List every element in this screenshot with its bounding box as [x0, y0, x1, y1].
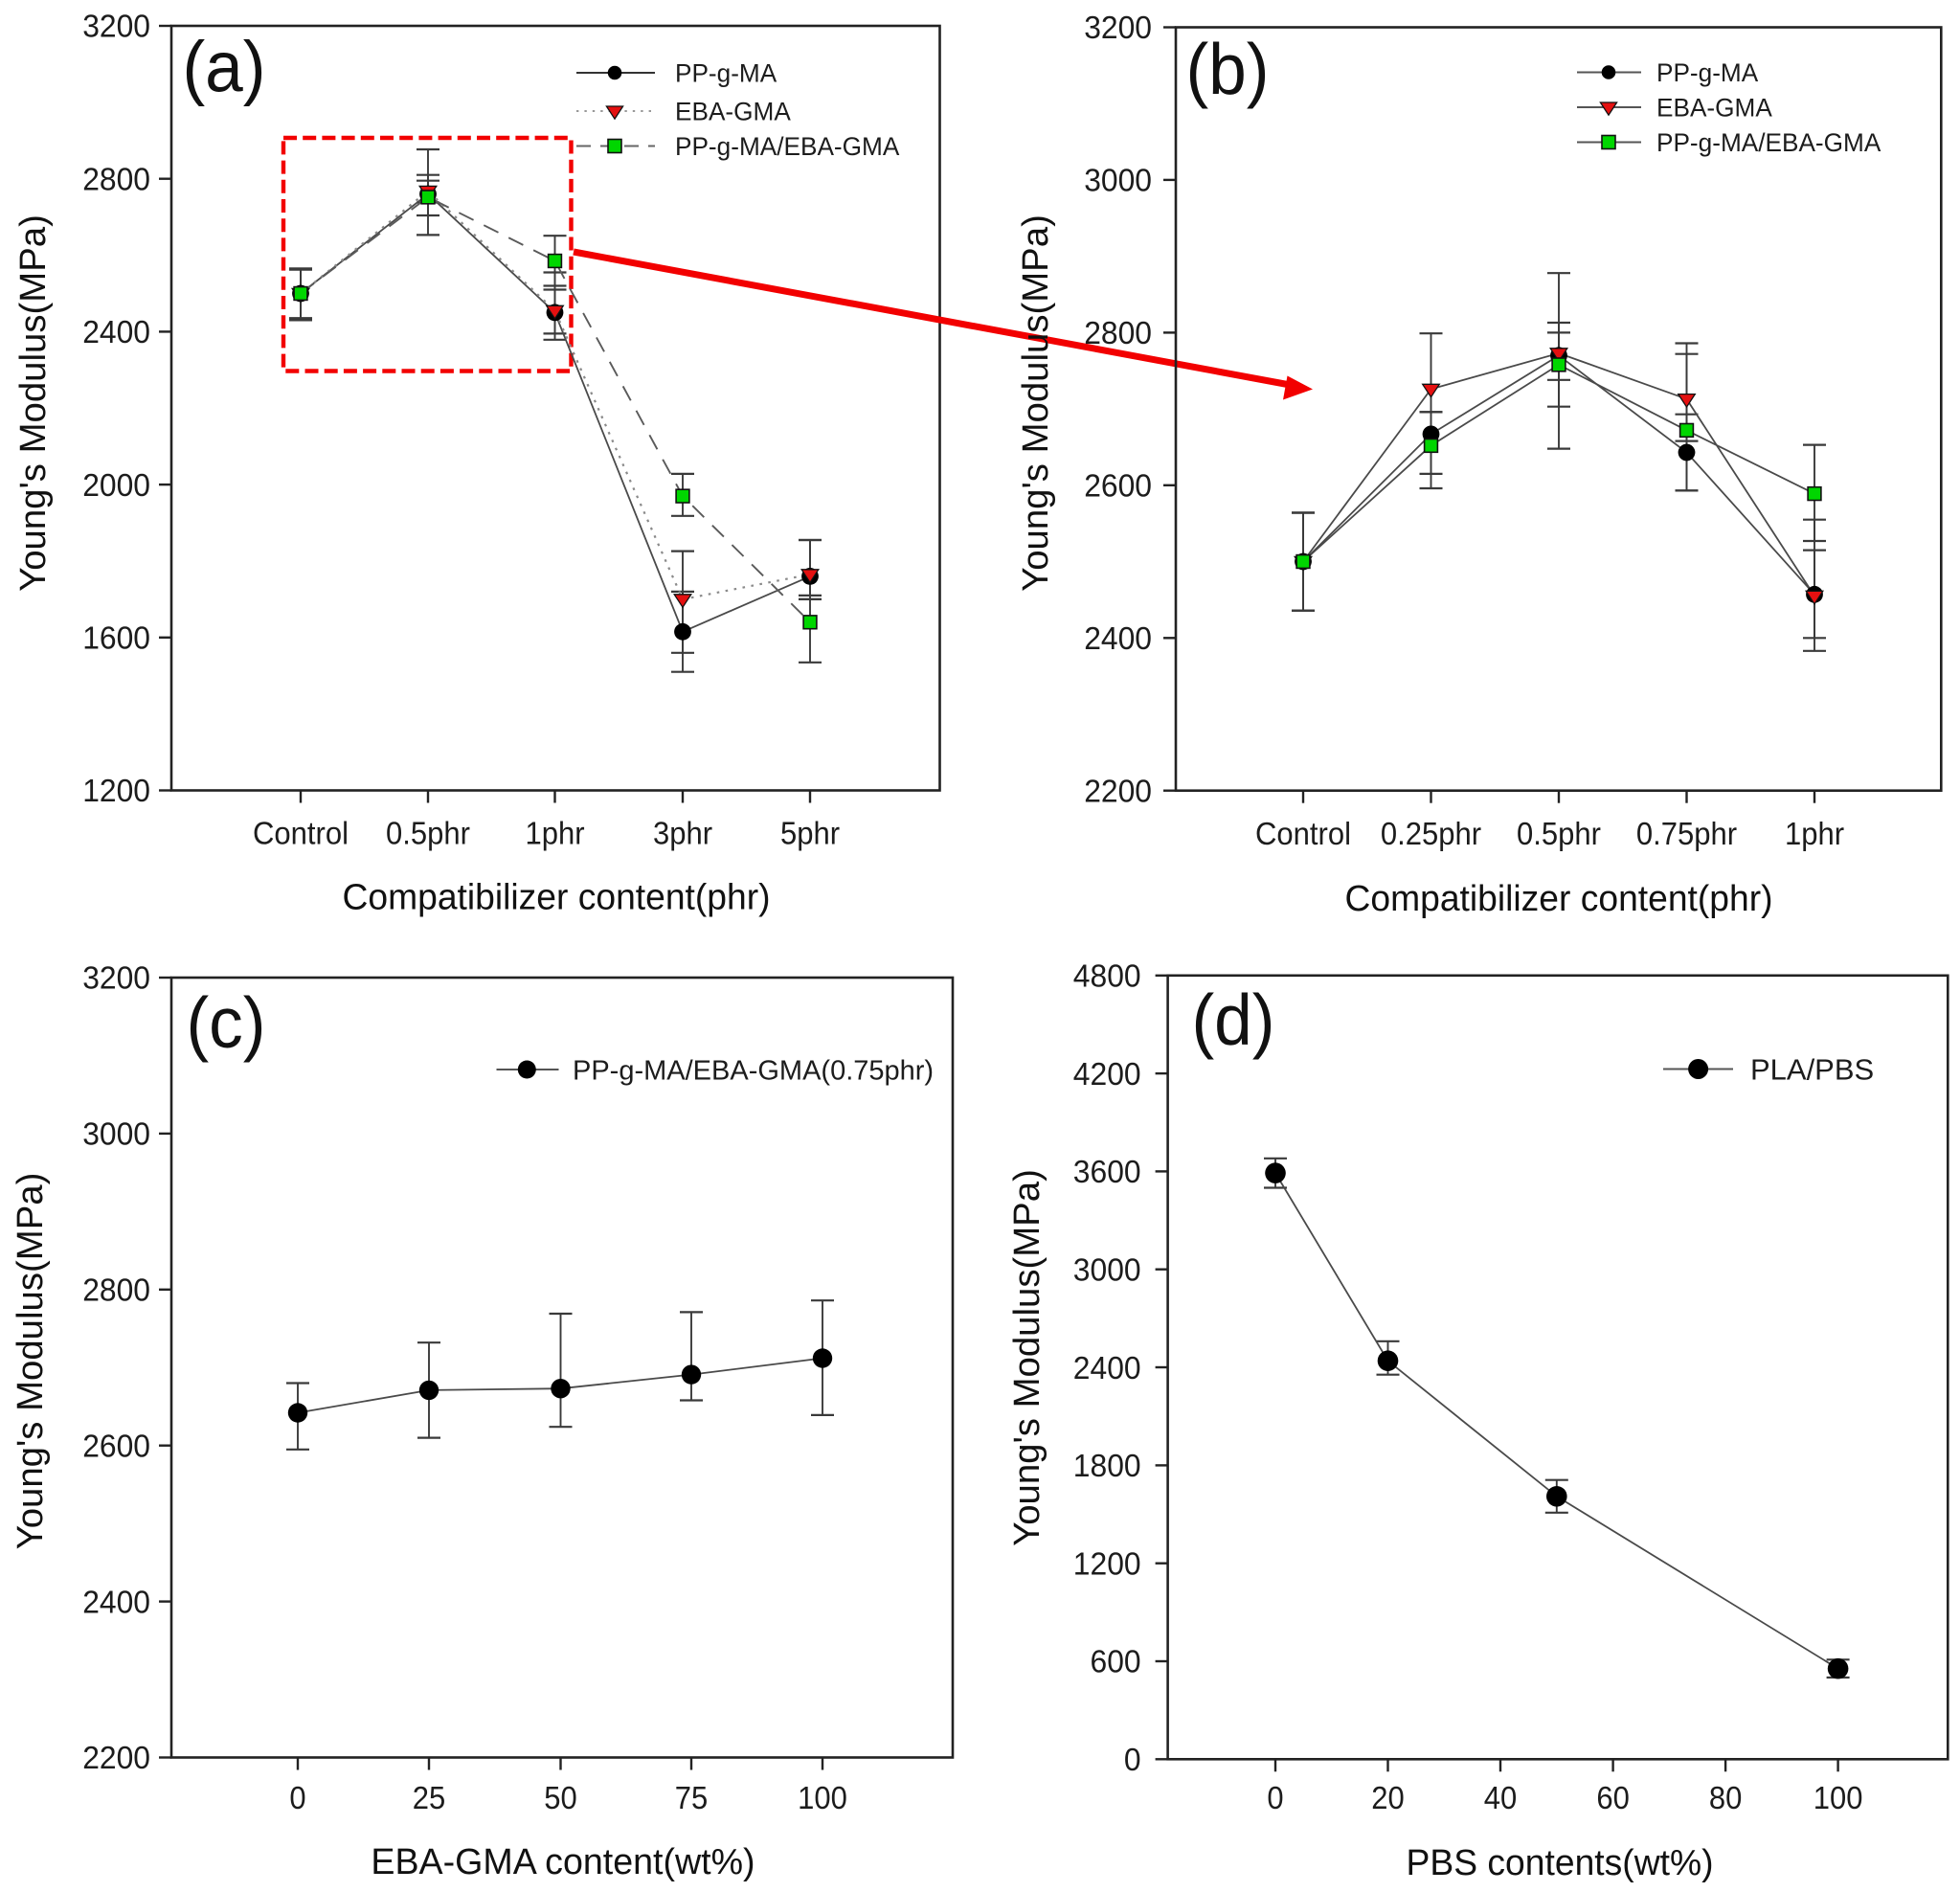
- svg-text:2400: 2400: [82, 314, 150, 349]
- svg-text:Young's Modulus(MPa): Young's Modulus(MPa): [1016, 214, 1056, 592]
- svg-text:1200: 1200: [82, 773, 150, 808]
- svg-text:Compatibilizer content(phr): Compatibilizer content(phr): [343, 878, 771, 918]
- svg-text:PP-g-MA/EBA-GMA: PP-g-MA/EBA-GMA: [1656, 128, 1881, 157]
- svg-text:3phr: 3phr: [653, 816, 712, 851]
- svg-text:2800: 2800: [82, 161, 150, 196]
- svg-text:20: 20: [1371, 1780, 1405, 1815]
- svg-text:0: 0: [289, 1780, 305, 1815]
- svg-text:2400: 2400: [1084, 620, 1152, 656]
- svg-text:PP-g-MA: PP-g-MA: [675, 59, 777, 88]
- svg-text:3200: 3200: [82, 9, 150, 44]
- svg-text:Young's Modulus(MPa): Young's Modulus(MPa): [1007, 1169, 1048, 1546]
- svg-text:0.25phr: 0.25phr: [1381, 816, 1481, 851]
- svg-text:Control: Control: [253, 816, 349, 851]
- svg-text:5phr: 5phr: [780, 816, 840, 851]
- svg-text:EBA-GMA content(wt%): EBA-GMA content(wt%): [371, 1842, 755, 1882]
- svg-text:40: 40: [1484, 1780, 1518, 1815]
- svg-text:Young's Modulus(MPa): Young's Modulus(MPa): [13, 214, 54, 592]
- svg-text:2400: 2400: [82, 1584, 150, 1619]
- svg-text:2400: 2400: [1073, 1350, 1141, 1385]
- svg-text:80: 80: [1709, 1780, 1743, 1815]
- svg-text:4200: 4200: [1073, 1056, 1141, 1092]
- svg-text:PLA/PBS: PLA/PBS: [1750, 1053, 1874, 1087]
- svg-text:100: 100: [1814, 1780, 1863, 1815]
- svg-text:1600: 1600: [82, 620, 150, 656]
- svg-text:3200: 3200: [1084, 10, 1152, 45]
- svg-text:3000: 3000: [1084, 163, 1152, 198]
- svg-text:Compatibilizer content(phr): Compatibilizer content(phr): [1345, 879, 1773, 919]
- svg-text:0.5phr: 0.5phr: [1517, 816, 1601, 851]
- svg-text:(c): (c): [186, 982, 265, 1063]
- svg-text:1200: 1200: [1073, 1545, 1141, 1581]
- svg-text:(b): (b): [1185, 29, 1269, 109]
- svg-text:Young's Modulus(MPa): Young's Modulus(MPa): [11, 1173, 51, 1550]
- svg-text:3000: 3000: [1073, 1252, 1141, 1288]
- svg-text:(d): (d): [1191, 980, 1274, 1060]
- svg-text:600: 600: [1091, 1644, 1141, 1679]
- svg-text:EBA-GMA: EBA-GMA: [1656, 94, 1772, 123]
- svg-text:2600: 2600: [1084, 468, 1152, 504]
- svg-text:50: 50: [544, 1780, 577, 1815]
- svg-text:1phr: 1phr: [1785, 816, 1844, 851]
- svg-text:2200: 2200: [82, 1740, 150, 1775]
- svg-text:3200: 3200: [82, 960, 150, 996]
- svg-text:PBS contents(wt%): PBS contents(wt%): [1407, 1843, 1714, 1883]
- svg-text:Control: Control: [1255, 816, 1351, 851]
- svg-text:3000: 3000: [82, 1116, 150, 1152]
- svg-text:0.75phr: 0.75phr: [1636, 816, 1737, 851]
- svg-text:25: 25: [413, 1780, 446, 1815]
- svg-text:3600: 3600: [1073, 1154, 1141, 1189]
- svg-text:2800: 2800: [82, 1273, 150, 1308]
- svg-text:0: 0: [1124, 1742, 1141, 1777]
- svg-text:60: 60: [1596, 1780, 1630, 1815]
- svg-text:PP-g-MA: PP-g-MA: [1656, 58, 1758, 87]
- svg-text:4800: 4800: [1073, 958, 1141, 994]
- svg-text:75: 75: [675, 1780, 709, 1815]
- svg-text:2000: 2000: [82, 467, 150, 503]
- svg-text:(a): (a): [182, 27, 265, 107]
- svg-text:100: 100: [798, 1780, 847, 1815]
- svg-text:0.5phr: 0.5phr: [386, 816, 470, 851]
- svg-text:2200: 2200: [1084, 773, 1152, 808]
- svg-text:1phr: 1phr: [525, 816, 584, 851]
- svg-text:PP-g-MA/EBA-GMA: PP-g-MA/EBA-GMA: [675, 132, 899, 161]
- svg-text:EBA-GMA: EBA-GMA: [675, 98, 791, 126]
- svg-text:0: 0: [1267, 1780, 1283, 1815]
- svg-text:2600: 2600: [82, 1428, 150, 1463]
- svg-text:PP-g-MA/EBA-GMA(0.75phr): PP-g-MA/EBA-GMA(0.75phr): [573, 1055, 934, 1086]
- svg-text:1800: 1800: [1073, 1448, 1141, 1483]
- svg-text:2800: 2800: [1084, 315, 1152, 350]
